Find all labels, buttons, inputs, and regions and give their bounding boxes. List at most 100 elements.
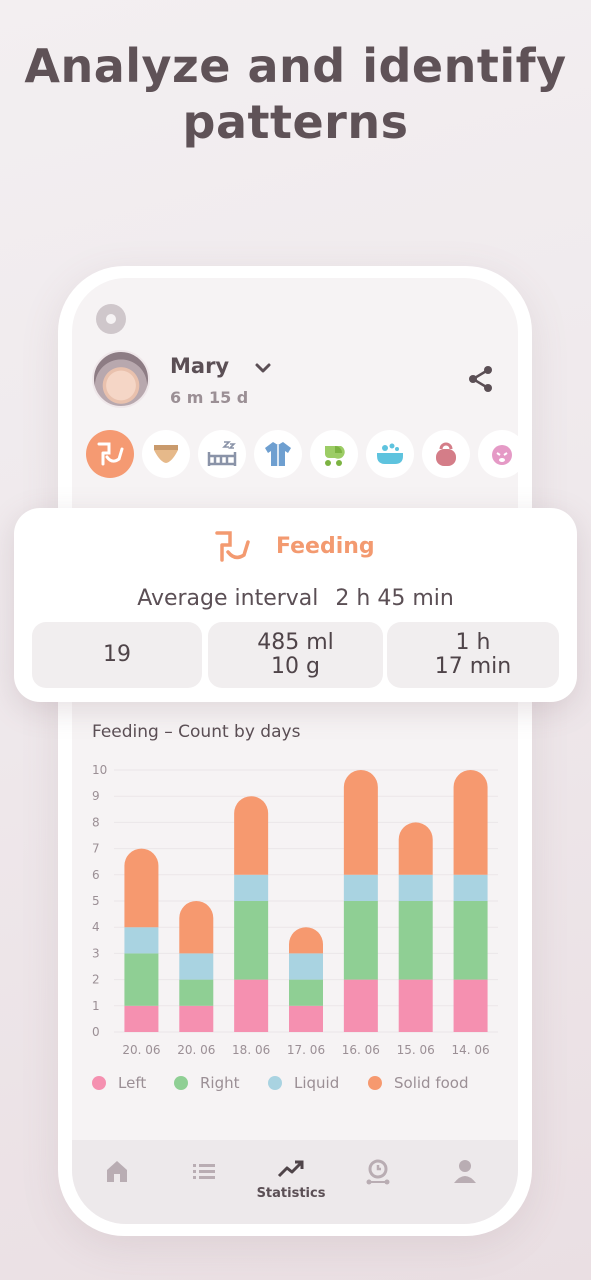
legend-left-swatch [92, 1076, 106, 1090]
bar-segment [124, 848, 159, 928]
stat-duration-minutes: 17 min [434, 654, 512, 679]
card-header: Feeding [14, 530, 577, 570]
x-tick-label: 20. 06 [122, 1043, 160, 1057]
category-crying[interactable] [478, 430, 518, 478]
legend-solid-food-swatch [368, 1076, 382, 1090]
category-sleep[interactable] [198, 430, 246, 478]
y-tick-label: 9 [92, 789, 100, 803]
legend-right-label: Right [200, 1074, 240, 1092]
category-stroller[interactable] [310, 430, 358, 478]
x-tick-label: 17. 06 [287, 1043, 325, 1057]
y-tick-label: 10 [92, 763, 107, 777]
stat-count-value: 19 [103, 642, 131, 667]
headline-line-2: patterns [182, 95, 409, 149]
bar-segment [453, 901, 488, 980]
bar-segment [398, 874, 433, 901]
feeding-icon [215, 531, 250, 562]
bar-segment [179, 979, 214, 1006]
category-clothes[interactable] [254, 430, 302, 478]
chart-legend: Left Right Liquid Solid food [92, 1074, 512, 1098]
stat-duration-hours: 1 h [455, 630, 491, 655]
bath-icon [377, 443, 403, 464]
feeding-icon [97, 442, 124, 466]
avatar[interactable] [92, 350, 150, 408]
bar-segment [234, 874, 269, 901]
bar-segment [398, 901, 433, 980]
stat-volume-g: 10 g [271, 654, 320, 679]
bar-segment [124, 927, 159, 954]
bar-segment [343, 874, 378, 901]
legend-liquid-swatch [268, 1076, 282, 1090]
bar-segment [343, 979, 378, 1032]
y-tick-label: 5 [92, 894, 100, 908]
bar-segment [179, 1005, 214, 1032]
stat-volume-ml: 485 ml [257, 630, 334, 655]
chevron-down-icon[interactable] [252, 358, 274, 378]
bar-segment [289, 927, 323, 954]
share-icon[interactable] [466, 364, 496, 394]
sleep-icon [207, 441, 237, 466]
category-bar [86, 430, 518, 480]
x-tick-label: 15. 06 [397, 1043, 435, 1057]
stroller-icon [325, 446, 345, 466]
y-tick-label: 0 [92, 1025, 100, 1039]
stat-volume-text: 485 ml 10 g [257, 631, 334, 679]
stat-duration-text: 1 h 17 min [435, 631, 511, 679]
headline-line-1: Analyze and identify [24, 39, 567, 93]
y-tick-label: 6 [92, 868, 100, 882]
y-tick-label: 2 [92, 973, 100, 987]
profile-icon [454, 1160, 476, 1183]
bar-segment [289, 1005, 323, 1032]
bar-segment [453, 874, 488, 901]
headline: Analyze and identify patterns [0, 38, 591, 150]
legend-liquid-label: Liquid [294, 1074, 340, 1092]
y-tick-label: 3 [92, 946, 100, 960]
timer-icon [366, 1159, 390, 1185]
feeding-count-chart: 0 1 2 3 4 5 6 7 8 9 10 20. 06 20. 06 18. 06 17. 06 16. … [92, 763, 498, 1057]
legend-right-swatch [174, 1076, 188, 1090]
category-weight[interactable] [422, 430, 470, 478]
tab-timer[interactable] [343, 1158, 413, 1192]
card-title: Feeding [276, 534, 375, 559]
weight-icon [436, 442, 456, 466]
child-name[interactable]: Mary [170, 354, 230, 378]
tab-profile[interactable] [430, 1158, 500, 1190]
category-diaper[interactable] [142, 430, 190, 478]
bottom-tab-bar: Statistics [72, 1140, 518, 1224]
home-icon [107, 1161, 127, 1182]
bar-segment [234, 796, 269, 875]
legend-left: Left [92, 1074, 146, 1092]
bar-segment [289, 953, 323, 980]
legend-right: Right [174, 1074, 240, 1092]
bar-segment [124, 953, 159, 1006]
bar-segment [398, 979, 433, 1032]
bar-segment [234, 979, 269, 1032]
bar-segment [234, 901, 269, 980]
tab-home[interactable] [82, 1158, 152, 1190]
app-screen: Mary 6 m 15 d [72, 278, 518, 1224]
x-tick-label: 20. 06 [177, 1043, 215, 1057]
tab-list[interactable] [169, 1158, 239, 1190]
statistics-icon [277, 1160, 304, 1178]
x-tick-label: 14. 06 [451, 1043, 489, 1057]
tab-statistics-label: Statistics [256, 1186, 326, 1201]
list-icon [193, 1164, 215, 1179]
bar-segment [179, 953, 214, 980]
tab-statistics[interactable]: Statistics [256, 1158, 326, 1201]
bar-segment [179, 901, 214, 954]
feeding-summary-card: Feeding Average interval 2 h 45 min 19 4… [14, 508, 577, 702]
category-feeding[interactable] [86, 430, 134, 478]
bar-segment [124, 1005, 159, 1032]
legend-solid-food: Solid food [368, 1074, 468, 1092]
phone-frame: Mary 6 m 15 d [58, 266, 532, 1236]
x-tick-label: 16. 06 [342, 1043, 380, 1057]
bar-segment [343, 770, 378, 875]
average-interval-value: 2 h 45 min [335, 586, 454, 611]
stat-duration: 1 h 17 min [387, 622, 559, 688]
stat-count: 19 [32, 622, 202, 688]
bar-segment [453, 770, 488, 875]
category-bath[interactable] [366, 430, 414, 478]
clothes-icon [265, 442, 291, 466]
average-interval: Average interval 2 h 45 min [14, 586, 577, 611]
y-tick-label: 8 [92, 815, 100, 829]
